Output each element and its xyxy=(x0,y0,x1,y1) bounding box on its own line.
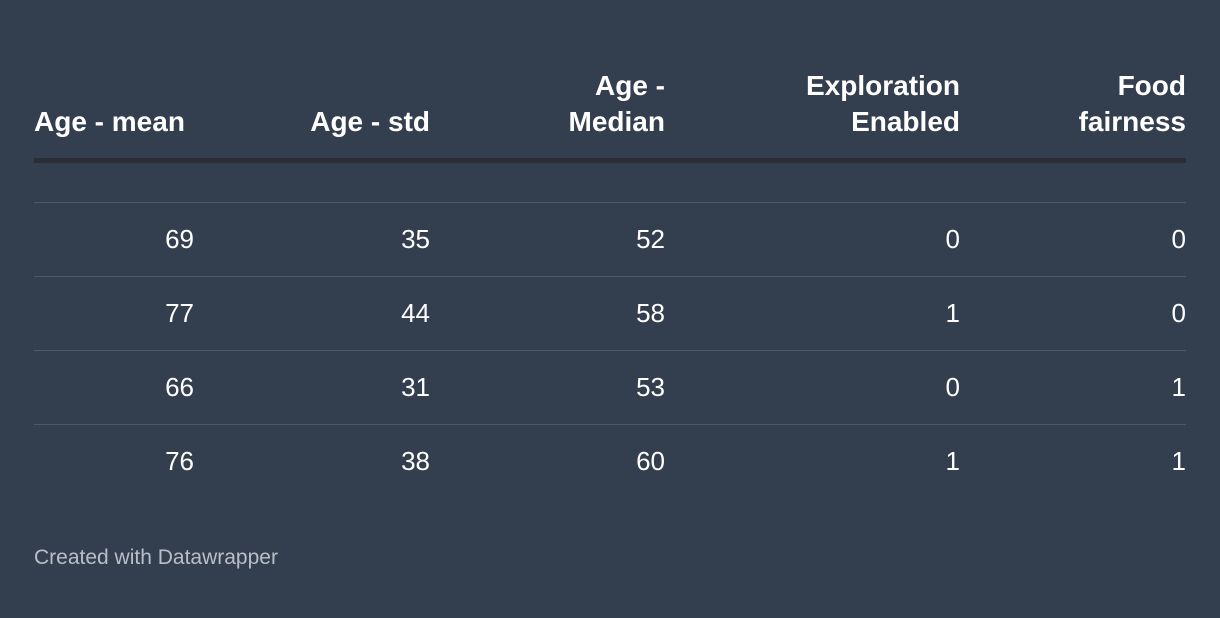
data-table: Age - mean Age - std Age - Median Explor… xyxy=(34,0,1186,498)
table-row: 66 31 53 0 1 xyxy=(34,351,1186,425)
table-header: Age - mean Age - std Age - Median Explor… xyxy=(34,0,1186,163)
table-cell: 0 xyxy=(1171,224,1186,254)
table-cell: 1 xyxy=(945,298,960,328)
table-row: 77 44 58 1 0 xyxy=(34,277,1186,351)
table-cell: 60 xyxy=(636,446,665,476)
table-spacer-row xyxy=(34,163,1186,203)
table-cell: 0 xyxy=(945,372,960,402)
table-cell: 1 xyxy=(945,446,960,476)
column-header-age-std: Age - std xyxy=(310,106,430,137)
table-cell: 1 xyxy=(1171,372,1186,402)
table-row: 76 38 60 1 1 xyxy=(34,425,1186,498)
table-cell: 44 xyxy=(401,298,430,328)
table-cell: 52 xyxy=(636,224,665,254)
column-header-exploration-enabled: Exploration Enabled xyxy=(805,70,960,137)
table-cell: 0 xyxy=(945,224,960,254)
column-header-age-median: Age - Median xyxy=(568,70,665,137)
column-header-age-mean: Age - mean xyxy=(34,106,185,137)
table-cell: 66 xyxy=(165,372,194,402)
table-cell: 1 xyxy=(1171,446,1186,476)
table-cell: 53 xyxy=(636,372,665,402)
table-cell: 58 xyxy=(636,298,665,328)
table-cell: 38 xyxy=(401,446,430,476)
table-row: 69 35 52 0 0 xyxy=(34,203,1186,277)
footer-credit: Created with Datawrapper xyxy=(34,546,278,569)
table-cell: 35 xyxy=(401,224,430,254)
table-cell: 31 xyxy=(401,372,430,402)
column-header-food-fairness: Food fairness xyxy=(1078,70,1186,137)
table-cell: 69 xyxy=(165,224,194,254)
table-cell: 0 xyxy=(1171,298,1186,328)
table-cell: 77 xyxy=(165,298,194,328)
table-cell: 76 xyxy=(165,446,194,476)
